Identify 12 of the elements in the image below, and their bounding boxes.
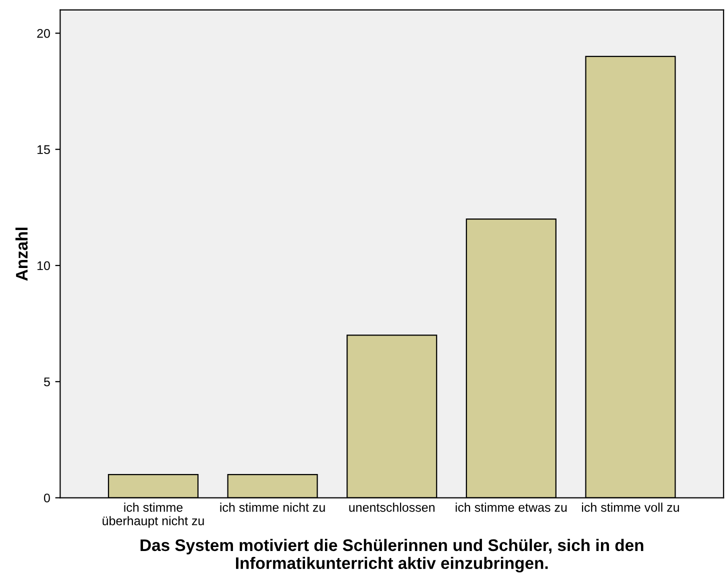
x-tick-label: ich stimme nicht zu xyxy=(220,502,325,512)
x-tick-label: unentschlossen xyxy=(349,502,434,512)
y-tick-label: 0 xyxy=(44,494,50,502)
y-tick-label: 20 xyxy=(37,29,50,38)
y-axis-title: Anzahl xyxy=(15,228,28,281)
x-axis-title: Das System motiviert die Schülerinnen und Schüler, sich in den Informatikunterricht aktiv einzubringen. xyxy=(140,538,644,572)
x-tick-label: ich stimme voll zu xyxy=(582,502,679,512)
x-tick-label: ich stimme etwas zu xyxy=(456,502,567,512)
y-tick-label: 10 xyxy=(38,261,50,270)
y-tick-label: 5 xyxy=(44,378,50,386)
y-tick-label: 15 xyxy=(38,145,50,154)
x-tick-label: ich stimme überhaupt nicht zu xyxy=(102,502,204,528)
